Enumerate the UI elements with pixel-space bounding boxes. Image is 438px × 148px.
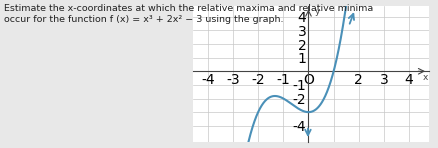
Text: x: x xyxy=(423,73,428,82)
Text: y: y xyxy=(315,7,320,16)
Text: Estimate the x-coordinates at which the relative maxima and relative minima
occu: Estimate the x-coordinates at which the … xyxy=(4,4,374,24)
